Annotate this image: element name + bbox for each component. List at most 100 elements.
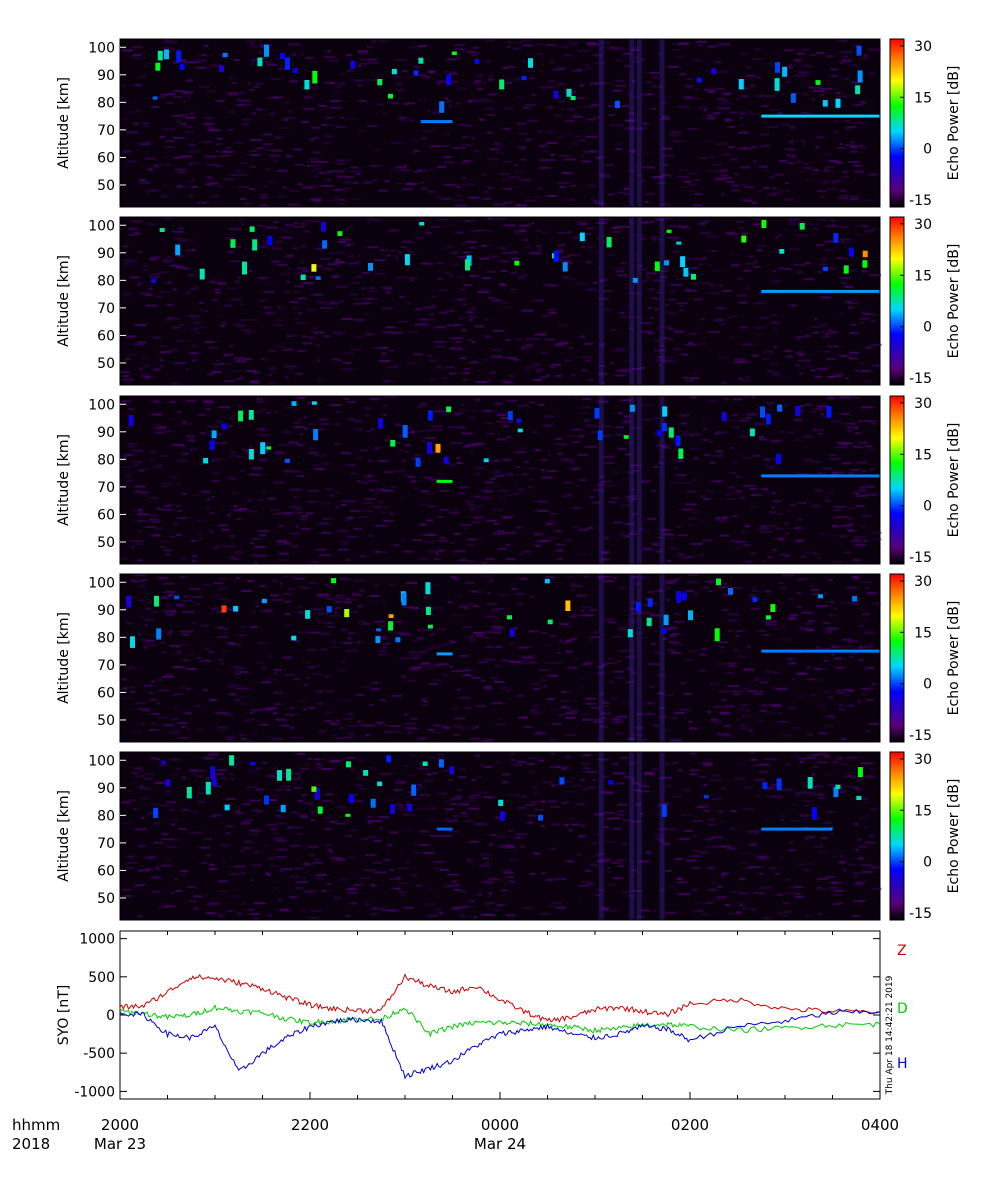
colorbar-tick-label: 30 (914, 574, 932, 590)
y-tick-label: 60 (97, 150, 115, 166)
colorbar-tick-label: 0 (923, 142, 932, 158)
colorbar-tick-label: 15 (914, 625, 932, 641)
echo-layer (761, 474, 881, 478)
colorbar-tick-label: 15 (914, 447, 932, 463)
y-tick-label: 90 (97, 603, 115, 619)
y-axis-label: SYO [nT] (56, 985, 72, 1046)
colorbar-tick-label: -15 (909, 728, 932, 744)
y-tick-label: 60 (97, 863, 115, 879)
timestamp-annotation: Thu Apr 18 14:42:21 2019 (885, 975, 895, 1095)
colorbar-tick-label: -15 (909, 371, 932, 387)
echo-power-panel-4: 50 60 70 80 90 100 Altitude [km] -15 0 15 30 Echo P… (56, 573, 962, 744)
legend-label-d: D (897, 1001, 908, 1017)
y-tick-label: 50 (97, 713, 115, 729)
heatmap-noise (121, 752, 882, 920)
y-tick-label: 70 (97, 836, 115, 852)
echo-power-panel-1: 50 60 70 80 90 100 Altitude [km] -15 0 15 30 Echo P… (56, 38, 962, 209)
colorbar-tick-label: 30 (914, 396, 932, 412)
colorbar-tick-label: 15 (914, 803, 932, 819)
colorbar-tick-label: 0 (923, 677, 932, 693)
heatmap-noise (121, 574, 881, 742)
echo-layer (436, 479, 453, 483)
echo-layer (761, 649, 881, 653)
echo-layer (420, 120, 453, 124)
y-axis-label: Altitude [km] (56, 612, 72, 704)
y-tick-label: 90 (97, 246, 115, 262)
colorbar-tick-label: 0 (923, 499, 932, 515)
y-axis-label: Altitude [km] (56, 434, 72, 526)
y-tick-label: 50 (97, 535, 115, 551)
y-tick-label: 100 (88, 218, 115, 234)
echo-layer (761, 827, 833, 831)
colorbar-tick-label: -15 (909, 193, 932, 209)
y-axis-label: Altitude [km] (56, 790, 72, 882)
colorbar-tick-label: 0 (923, 320, 932, 336)
y-tick-label: 100 (88, 40, 115, 56)
y-tick-label: 60 (97, 328, 115, 344)
y-tick-label: 50 (97, 891, 115, 907)
colorbar-tick-label: 30 (914, 217, 932, 233)
y-tick-label: 90 (97, 781, 115, 797)
echo-power-panel-2: 50 60 70 80 90 100 Altitude [km] -15 0 15 30 Echo P… (56, 216, 962, 387)
colorbar-tick-label: -15 (909, 550, 932, 566)
colorbar-label: Echo Power [dB] (946, 601, 962, 716)
echo-layer (761, 289, 881, 293)
colorbar (889, 216, 905, 386)
x-tick-label: 2200 (291, 1116, 329, 1134)
y-axis-label: Altitude [km] (56, 255, 72, 347)
echo-power-panel-3: 50 60 70 80 90 100 Altitude [km] -15 0 15 30 Echo P… (56, 395, 962, 566)
y-tick-label: 60 (97, 685, 115, 701)
y-tick-label: 0 (106, 1008, 115, 1024)
heatmap-background (120, 574, 880, 742)
y-tick-label: 90 (97, 425, 115, 441)
echo-layer (761, 114, 881, 118)
echo-layer (436, 827, 453, 831)
colorbar-label: Echo Power [dB] (946, 423, 962, 538)
x-tick-label: 0400 (861, 1116, 899, 1134)
colorbar-tick-label: 15 (914, 90, 932, 106)
colorbar-label: Echo Power [dB] (946, 779, 962, 894)
colorbar-tick-label: 30 (914, 752, 932, 768)
y-tick-label: 80 (97, 808, 115, 824)
heatmap-noise (121, 39, 881, 207)
colorbar (889, 395, 905, 565)
legend-label-h: H (897, 1056, 908, 1072)
colorbar (889, 751, 905, 921)
y-tick-label: 100 (88, 753, 115, 769)
heatmap-background (120, 752, 880, 920)
colorbar (889, 38, 905, 208)
colorbar (889, 573, 905, 743)
colorbar-tick-label: -15 (909, 906, 932, 922)
y-tick-label: 70 (97, 480, 115, 496)
y-tick-label: 80 (97, 452, 115, 468)
colorbar-label: Echo Power [dB] (946, 66, 962, 181)
y-tick-label: 90 (97, 68, 115, 84)
y-tick-label: 1000 (79, 932, 115, 948)
plot-frame (119, 930, 881, 1100)
y-tick-label: 500 (88, 970, 115, 986)
series-line-d (119, 1004, 881, 1038)
colorbar-label: Echo Power [dB] (946, 244, 962, 359)
y-axis-label: Altitude [km] (56, 77, 72, 169)
echo-power-panel-5: 50 60 70 80 90 100 Altitude [km] -15 0 15 30 Echo P… (56, 751, 962, 922)
legend-label-z: Z (897, 943, 907, 959)
x-date-label: Mar 24 (474, 1135, 526, 1153)
heatmap-background (120, 396, 880, 564)
y-tick-label: 50 (97, 356, 115, 372)
x-date-label: Mar 23 (94, 1135, 146, 1153)
y-tick-label: 60 (97, 507, 115, 523)
x-tick-label: 0000 (481, 1116, 519, 1134)
x-axis-year-label: 2018 (12, 1135, 50, 1153)
colorbar-tick-label: 0 (923, 855, 932, 871)
x-axis-row-label: hhmm (12, 1116, 60, 1134)
echo-layer (436, 652, 453, 656)
colorbar-tick-label: 15 (914, 268, 932, 284)
y-tick-label: 70 (97, 658, 115, 674)
x-tick-label: 0200 (671, 1116, 709, 1134)
y-tick-label: 80 (97, 630, 115, 646)
x-tick-label: 2000 (101, 1116, 139, 1134)
y-tick-label: 50 (97, 178, 115, 194)
